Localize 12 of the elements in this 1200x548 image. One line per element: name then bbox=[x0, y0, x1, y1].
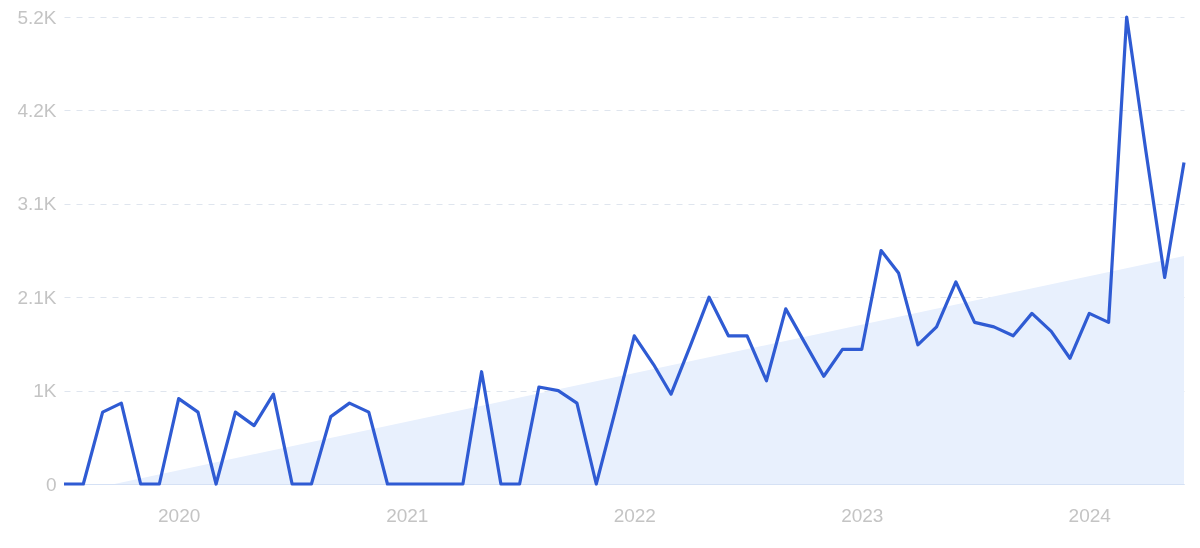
x-tick-label: 2024 bbox=[1068, 504, 1112, 526]
x-tick-label: 2020 bbox=[158, 504, 201, 526]
y-tick-label: 0 bbox=[45, 473, 57, 495]
y-tick-label: 2.1K bbox=[17, 286, 57, 308]
x-tick-label: 2022 bbox=[613, 504, 656, 526]
y-tick-label: 4.2K bbox=[17, 99, 57, 121]
y-tick-label: 3.1K bbox=[17, 193, 57, 215]
line-series bbox=[62, 15, 1186, 486]
x-tick-label: 2021 bbox=[386, 504, 429, 526]
x-tick-label: 2023 bbox=[841, 504, 884, 526]
y-tick-label: 5.2K bbox=[17, 6, 57, 28]
y-tick-label: 1K bbox=[33, 380, 57, 402]
